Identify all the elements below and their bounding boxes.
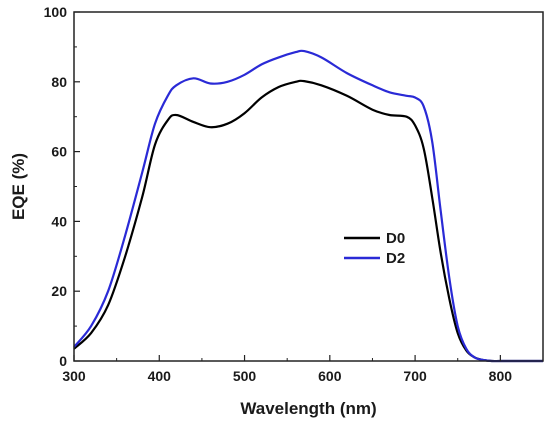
x-tick-label: 300	[62, 368, 86, 384]
y-tick-label: 40	[51, 213, 67, 229]
series-line-d2	[73, 49, 543, 363]
y-tick-label: 100	[44, 4, 68, 20]
axis-ticks: 300 400 500 600 700 800 0 20 40 60 80 100	[44, 4, 513, 384]
y-tick-label: 60	[51, 144, 67, 160]
x-tick-label: 500	[233, 368, 257, 384]
legend-label-d2: D2	[386, 250, 405, 267]
y-tick-label: 20	[51, 283, 67, 299]
x-axis-title: Wavelength (nm)	[240, 399, 376, 418]
y-axis-title: EQE (%)	[9, 153, 28, 220]
x-tick-label: 700	[403, 368, 427, 384]
legend: D0 D2	[344, 230, 405, 267]
y-tick-label: 0	[59, 353, 67, 369]
series-lines	[73, 49, 543, 363]
x-tick-label: 400	[148, 368, 172, 384]
y-tick-label: 80	[51, 74, 67, 90]
series-line-d0	[73, 79, 543, 363]
legend-label-d0: D0	[386, 230, 405, 247]
x-tick-label: 800	[489, 368, 513, 384]
x-tick-label: 600	[318, 368, 342, 384]
